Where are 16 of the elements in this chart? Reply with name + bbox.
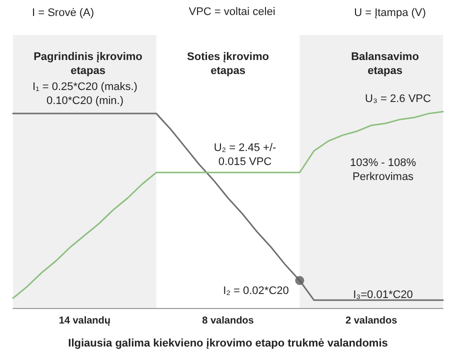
annotation: 103% - 108% Perkrovimas [350, 157, 416, 183]
text: VPC = voltai celei [188, 6, 276, 18]
annotation: U₂ = 2.45 +/- 0.015 VPC [214, 142, 277, 168]
x-tick-label: 2 valandos [345, 316, 398, 326]
text: Soties įkrovimo etapas [187, 51, 270, 77]
text: Balansavimo etapas [351, 51, 420, 77]
annotation: I₂ = 0.02*C20 [223, 285, 289, 297]
text: U = Įtampa (V) [354, 7, 426, 19]
x-tick-label: 8 valandos [202, 316, 254, 326]
text: U₃ = 2.6 VPC [365, 93, 432, 105]
text: Pagrindinis įkrovimo etapas [34, 51, 143, 77]
annotation: I₃=0.01*C20 [353, 289, 413, 301]
text: I = Srovė (A) [32, 7, 94, 19]
x-tick-label: 14 valandų [58, 316, 111, 326]
text: I₁ = 0.25*C20 (maks.) 0.10*C20 (min.) [32, 81, 138, 107]
x-axis-title: Ilgiausia galima kiekvieno įkrovimo etapo trukmė valandomis [68, 338, 388, 350]
